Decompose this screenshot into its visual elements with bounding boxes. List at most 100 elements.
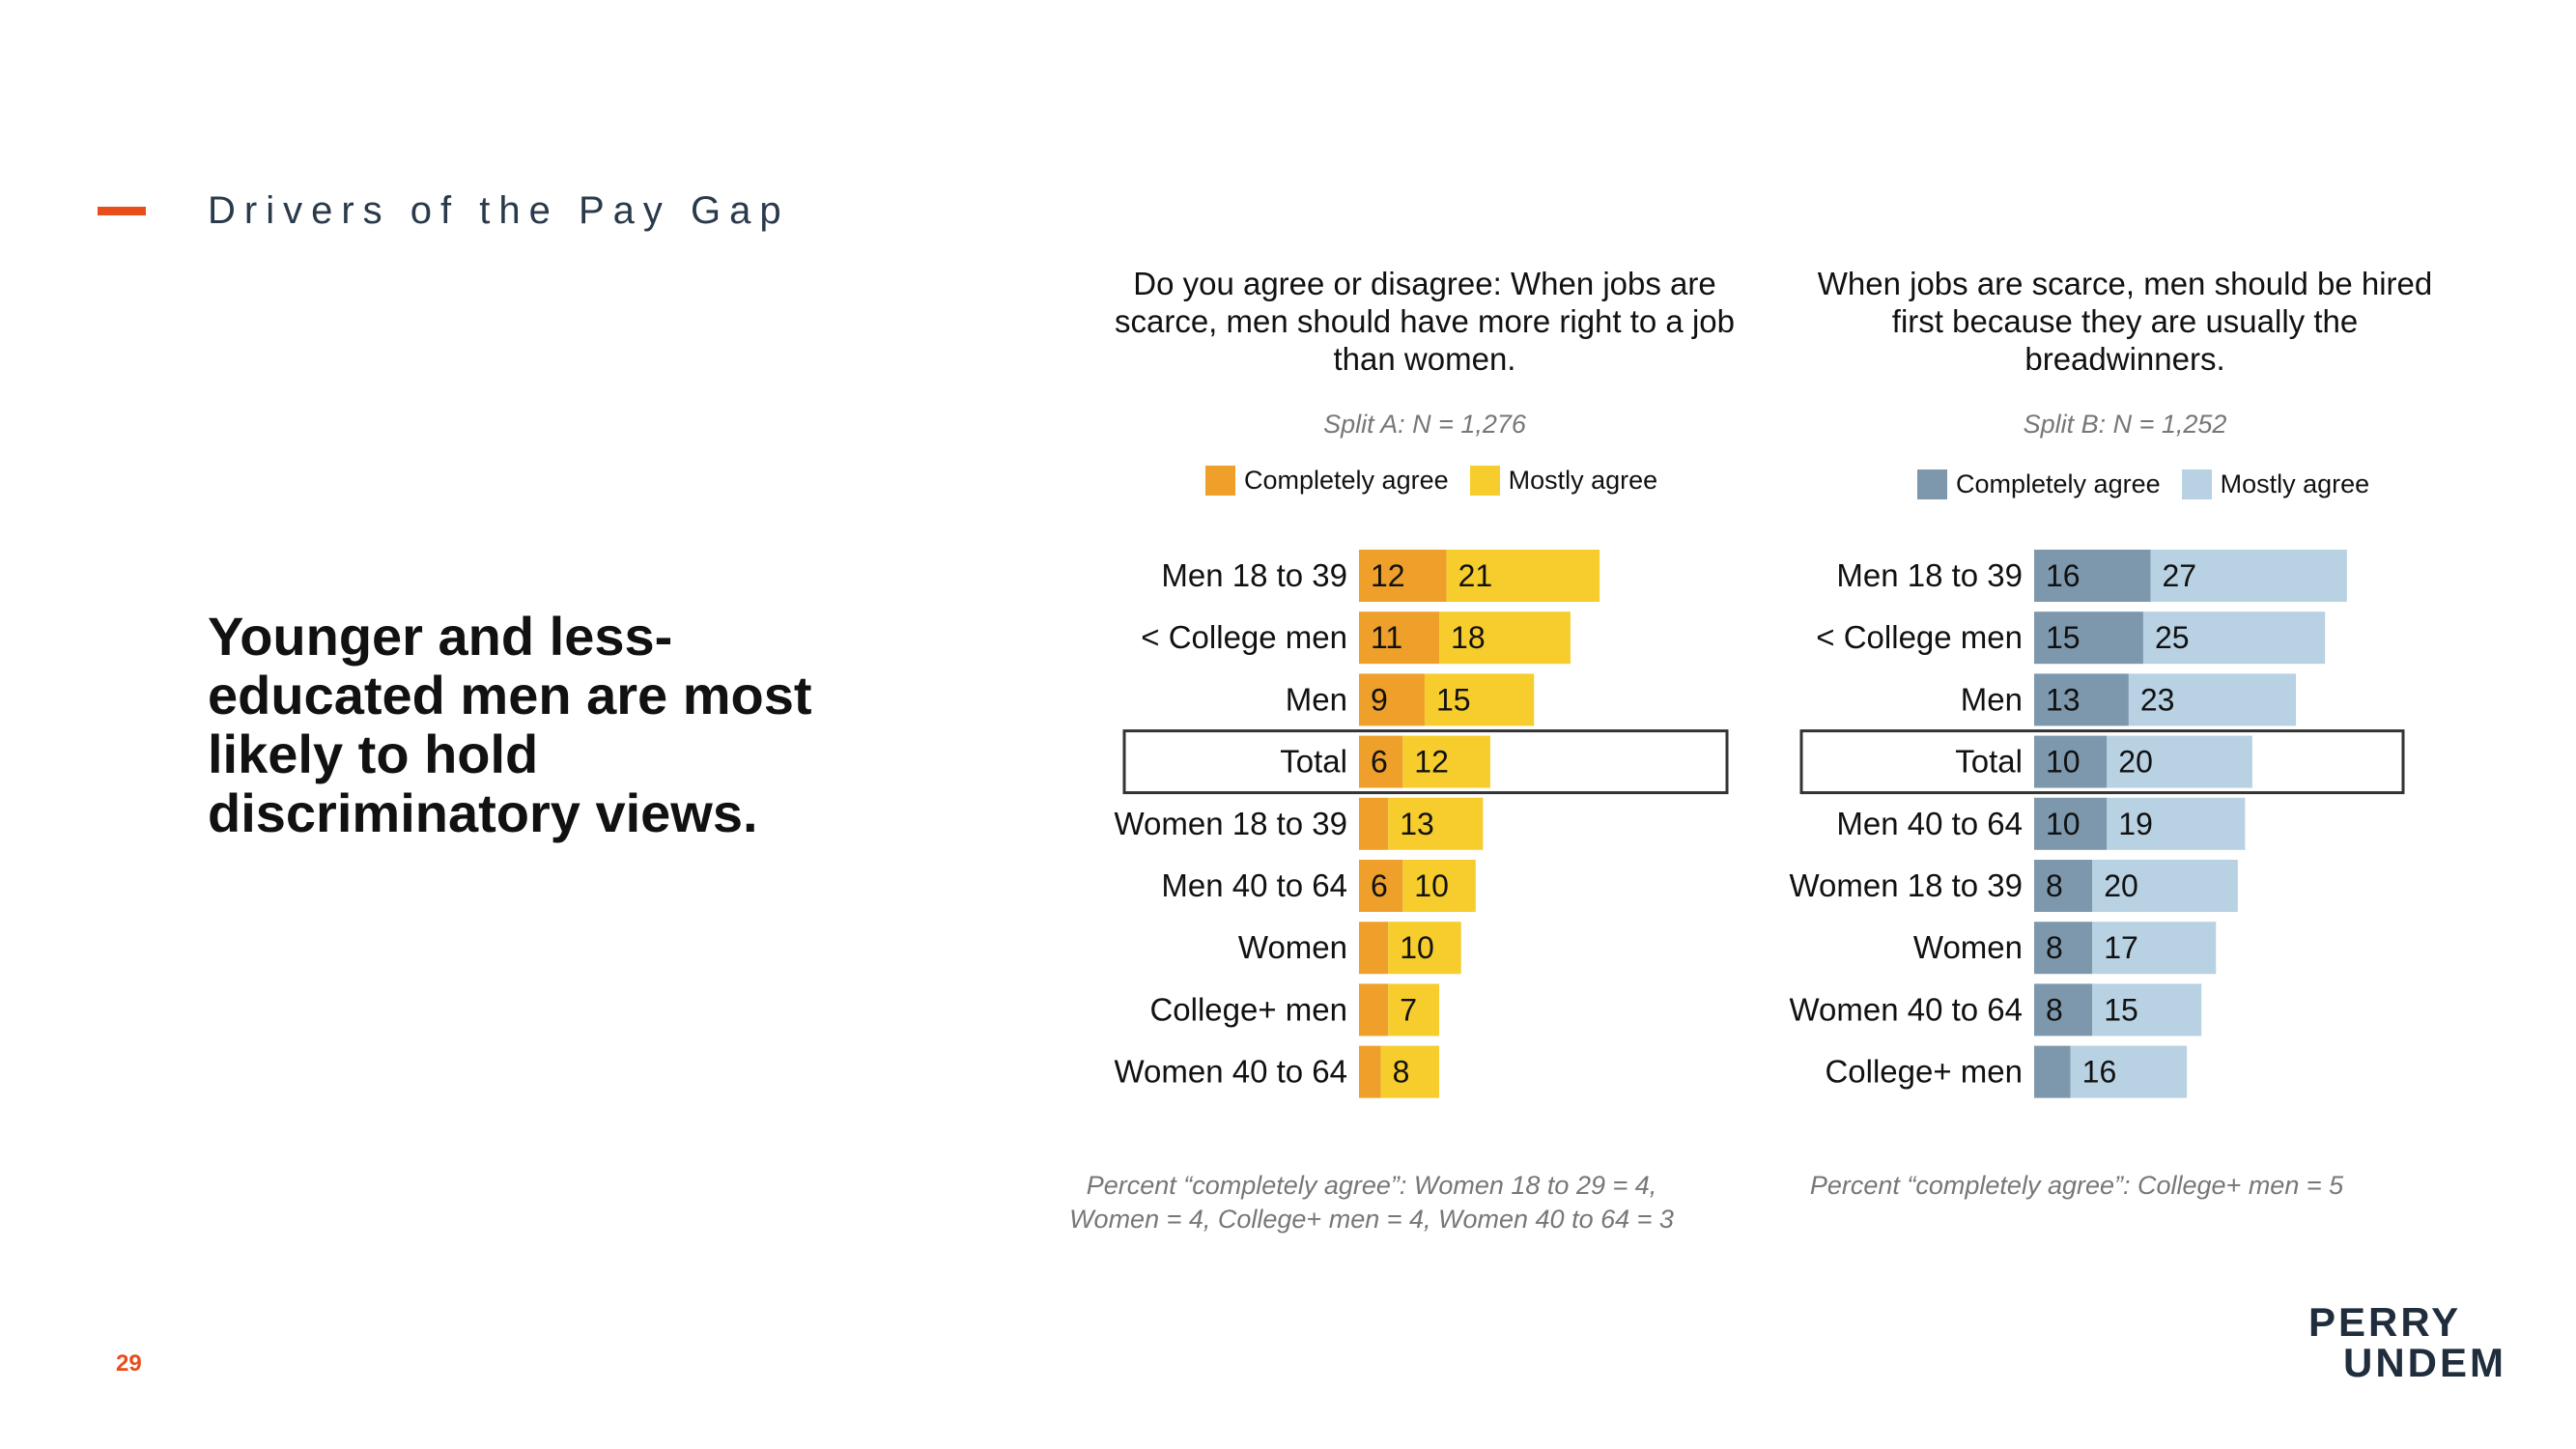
chart-b-bar-mostly bbox=[2092, 860, 2238, 912]
chart-a-data-label: 10 bbox=[1400, 930, 1434, 965]
legend-swatch bbox=[1469, 466, 1500, 496]
chart-a-bar-mostly bbox=[1380, 1045, 1440, 1098]
chart-a-data-label: 13 bbox=[1400, 807, 1434, 841]
chart-b-bar-completely bbox=[2034, 1045, 2071, 1098]
legend-label: Mostly agree bbox=[1508, 466, 1658, 495]
chart-b-bar-completely bbox=[2034, 735, 2108, 788]
legend-swatch bbox=[2181, 469, 2212, 499]
legend-label: Completely agree bbox=[1956, 469, 2161, 498]
chart-a-bar-mostly bbox=[1388, 922, 1461, 975]
chart-b-bar-mostly bbox=[2092, 983, 2202, 1037]
chart-b-bar-mostly bbox=[2142, 611, 2326, 665]
chart-b-category-label: Total bbox=[1955, 744, 2023, 780]
chart-a-bar-completely bbox=[1359, 735, 1403, 788]
chart-a-category-label: Men 18 to 39 bbox=[1161, 557, 1347, 593]
chart-b-category-label: Men 18 to 39 bbox=[1836, 557, 2023, 593]
chart-b-category-label: Men 40 to 64 bbox=[1836, 806, 2023, 841]
chart-a-category-label: Women bbox=[1238, 929, 1347, 965]
chart-a-category-label: Total bbox=[1280, 744, 1347, 780]
legend-swatch bbox=[1205, 466, 1235, 496]
chart-a-bar-mostly bbox=[1402, 735, 1490, 788]
chart-a-category-label: Women 18 to 39 bbox=[1114, 806, 1347, 841]
chart-b-legend-completely: Completely agree bbox=[1917, 469, 2161, 499]
legend-swatch bbox=[1917, 469, 1947, 499]
chart-a-data-label: 6 bbox=[1371, 868, 1388, 903]
chart-b-bar-mostly bbox=[2107, 735, 2252, 788]
chart-a-data-label: 10 bbox=[1414, 868, 1449, 903]
chart-b-category-label: < College men bbox=[1816, 619, 2023, 655]
chart-a-bar-completely bbox=[1359, 922, 1389, 975]
chart-a-bar-mostly bbox=[1388, 983, 1440, 1037]
chart-b-bar-mostly bbox=[2150, 550, 2347, 602]
chart-a-legend: Completely agree Mostly agree bbox=[1205, 466, 1679, 496]
chart-b-data-label: 8 bbox=[2046, 868, 2063, 903]
chart-b-data-label: 10 bbox=[2046, 807, 2081, 841]
chart-b-data-label: 27 bbox=[2162, 558, 2196, 593]
chart-a-bar-completely bbox=[1359, 797, 1389, 850]
chart-a-title: Do you agree or disagree: When jobs are … bbox=[1114, 266, 1735, 377]
legend-label: Mostly agree bbox=[2220, 469, 2370, 498]
page-number: 29 bbox=[116, 1350, 142, 1377]
chart-b-note: Percent “completely agree”: College+ men… bbox=[1809, 1171, 2344, 1200]
chart-b-title: When jobs are scarce, men should be hire… bbox=[1817, 266, 2433, 377]
chart-b-data-label: 8 bbox=[2046, 930, 2063, 965]
chart-a-data-label: 21 bbox=[1458, 558, 1493, 593]
chart-b-bar-completely bbox=[2034, 860, 2093, 912]
chart-a-highlight-box bbox=[1122, 729, 1729, 795]
chart-a-bar-completely bbox=[1359, 673, 1425, 726]
legend-label: Completely agree bbox=[1244, 466, 1449, 495]
chart-b-bar-completely bbox=[2034, 611, 2143, 665]
chart-a-bar-completely bbox=[1359, 860, 1403, 912]
chart-b-bar-completely bbox=[2034, 797, 2108, 850]
chart-a-data-label: 15 bbox=[1436, 682, 1471, 717]
chart-a-data-label: 7 bbox=[1400, 992, 1417, 1027]
chart-b-data-label: 13 bbox=[2046, 682, 2081, 717]
chart-b-data-label: 20 bbox=[2104, 868, 2138, 903]
chart-b-data-label: 25 bbox=[2155, 620, 2190, 655]
chart-b-data-label: 16 bbox=[2046, 558, 2081, 593]
chart-a-bar-completely bbox=[1359, 983, 1389, 1037]
perry-undem-logo: PERRY UNDEM bbox=[2308, 1302, 2521, 1383]
chart-b-legend-mostly: Mostly agree bbox=[2181, 469, 2370, 499]
chart-a-category-label: College+ men bbox=[1149, 991, 1347, 1027]
chart-a-bar-completely bbox=[1359, 1045, 1381, 1098]
accent-bar bbox=[98, 207, 146, 215]
chart-a-bar-mostly bbox=[1439, 611, 1571, 665]
chart-a-bar-mostly bbox=[1446, 550, 1600, 602]
chart-b-category-label: Women 40 to 64 bbox=[1789, 991, 2023, 1027]
chart-b-bar-completely bbox=[2034, 983, 2093, 1037]
chart-a-category-label: < College men bbox=[1141, 619, 1347, 655]
chart-a-data-label: 11 bbox=[1371, 620, 1402, 655]
chart-a-data-label: 12 bbox=[1414, 745, 1449, 780]
chart-a-legend-mostly: Mostly agree bbox=[1469, 466, 1658, 496]
chart-a-category-label: Women 40 to 64 bbox=[1114, 1054, 1347, 1090]
chart-b-bar-completely bbox=[2034, 673, 2129, 726]
chart-a-bar-completely bbox=[1359, 611, 1440, 665]
chart-b-data-label: 17 bbox=[2104, 930, 2138, 965]
chart-b-category-label: Women 18 to 39 bbox=[1789, 867, 2023, 903]
chart-b-category-label: Women bbox=[1913, 929, 2023, 965]
chart-a-note: Percent “completely agree”: Women 18 to … bbox=[1069, 1171, 1674, 1234]
chart-b-highlight-box bbox=[1799, 729, 2405, 795]
chart-a-data-label: 6 bbox=[1371, 745, 1388, 780]
chart-b-data-label: 8 bbox=[2046, 992, 2063, 1027]
logo-line-1: PERRY bbox=[2308, 1299, 2462, 1345]
chart-b-bar-mostly bbox=[2128, 673, 2297, 726]
chart-a-legend-completely: Completely agree bbox=[1205, 466, 1449, 496]
chart-b-bar-mostly bbox=[2107, 797, 2246, 850]
chart-b-data-label: 15 bbox=[2104, 992, 2138, 1027]
chart-a-data-label: 12 bbox=[1371, 558, 1405, 593]
chart-a-data-label: 9 bbox=[1371, 682, 1388, 717]
chart-a-bar-mostly bbox=[1424, 673, 1535, 726]
chart-b-bar-mostly bbox=[2070, 1045, 2188, 1098]
chart-b-data-label: 19 bbox=[2118, 807, 2153, 841]
chart-a-data-label: 8 bbox=[1393, 1055, 1410, 1090]
chart-b-bar-completely bbox=[2034, 922, 2093, 975]
chart-a-data-label: 18 bbox=[1451, 620, 1486, 655]
chart-b-legend: Completely agree Mostly agree bbox=[1917, 469, 2391, 499]
chart-a-bar-completely bbox=[1359, 550, 1447, 602]
chart-a-category-label: Men bbox=[1286, 681, 1347, 717]
chart-b-category-label: College+ men bbox=[1825, 1054, 2023, 1090]
chart-b-bar-completely bbox=[2034, 550, 2151, 602]
